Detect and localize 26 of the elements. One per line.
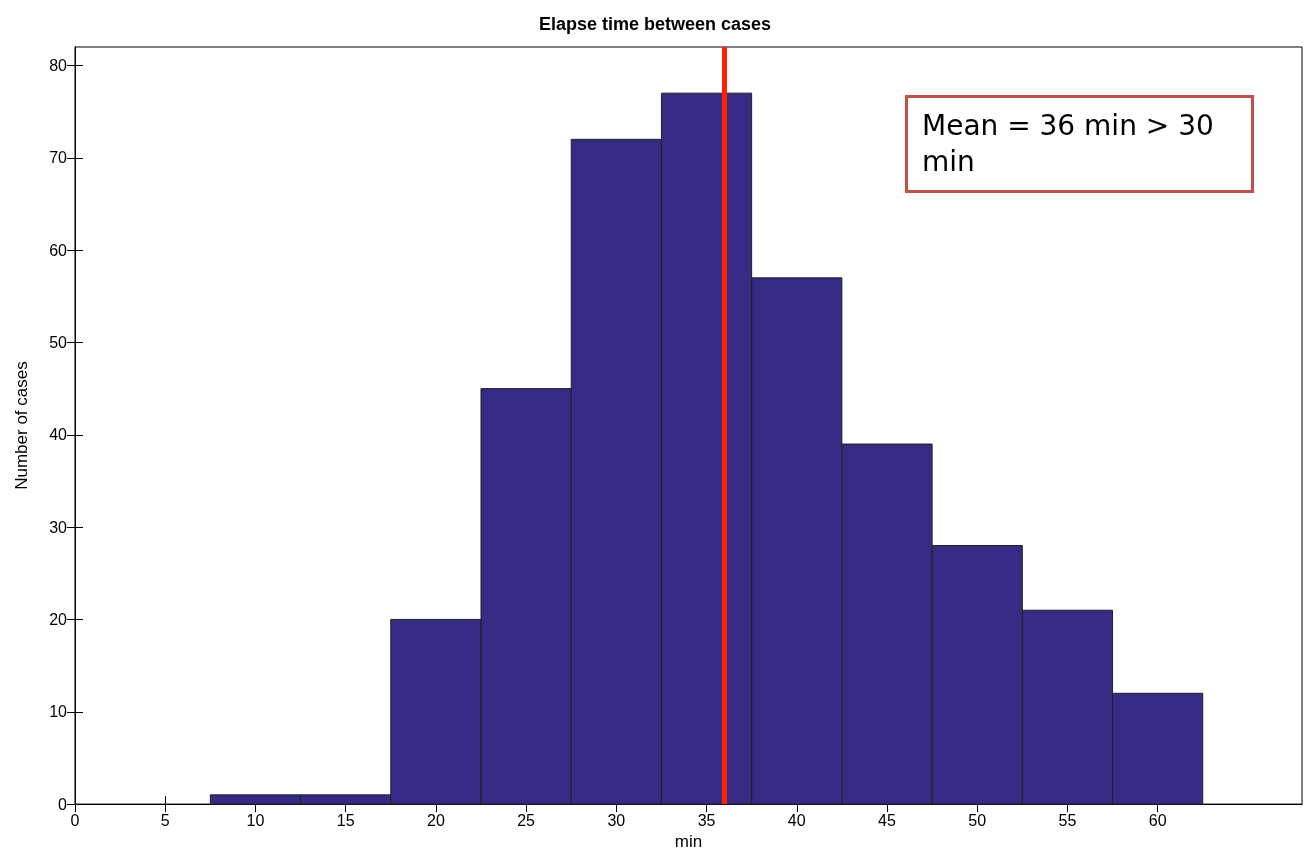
x-tick-label: 35 xyxy=(697,811,716,829)
annotation: Mean = 36 min > 30 min xyxy=(905,95,1254,193)
x-tick-label: 15 xyxy=(336,811,355,829)
y-tick-label: 70 xyxy=(49,149,68,167)
x-tick-label: 45 xyxy=(878,811,896,829)
x-tick-label: 25 xyxy=(517,811,536,829)
x-tick-label: 5 xyxy=(160,811,170,829)
x-tick-label: 20 xyxy=(426,811,445,829)
x-tick-label: 60 xyxy=(1148,811,1167,829)
x-tick-label: 50 xyxy=(968,811,987,829)
x-tick-label: 55 xyxy=(1058,811,1077,829)
y-tick-label: 50 xyxy=(49,333,68,351)
y-tick-label: 60 xyxy=(49,241,68,259)
x-tick-label: 10 xyxy=(246,811,265,829)
chart-title: Elapse time between cases xyxy=(538,14,772,34)
y-tick-label: 10 xyxy=(49,703,68,721)
y-tick-label: 0 xyxy=(58,795,68,813)
x-tick-label: 0 xyxy=(70,811,80,829)
x-tick-label: 40 xyxy=(787,811,806,829)
x-axis-title: min xyxy=(674,832,703,851)
y-tick-label: 30 xyxy=(49,518,68,536)
y-tick-label: 80 xyxy=(49,56,68,74)
y-axis-title: Number of cases xyxy=(12,361,31,490)
y-tick-label: 20 xyxy=(49,610,68,628)
x-tick-label: 30 xyxy=(607,811,626,829)
y-tick-label: 40 xyxy=(49,426,68,444)
